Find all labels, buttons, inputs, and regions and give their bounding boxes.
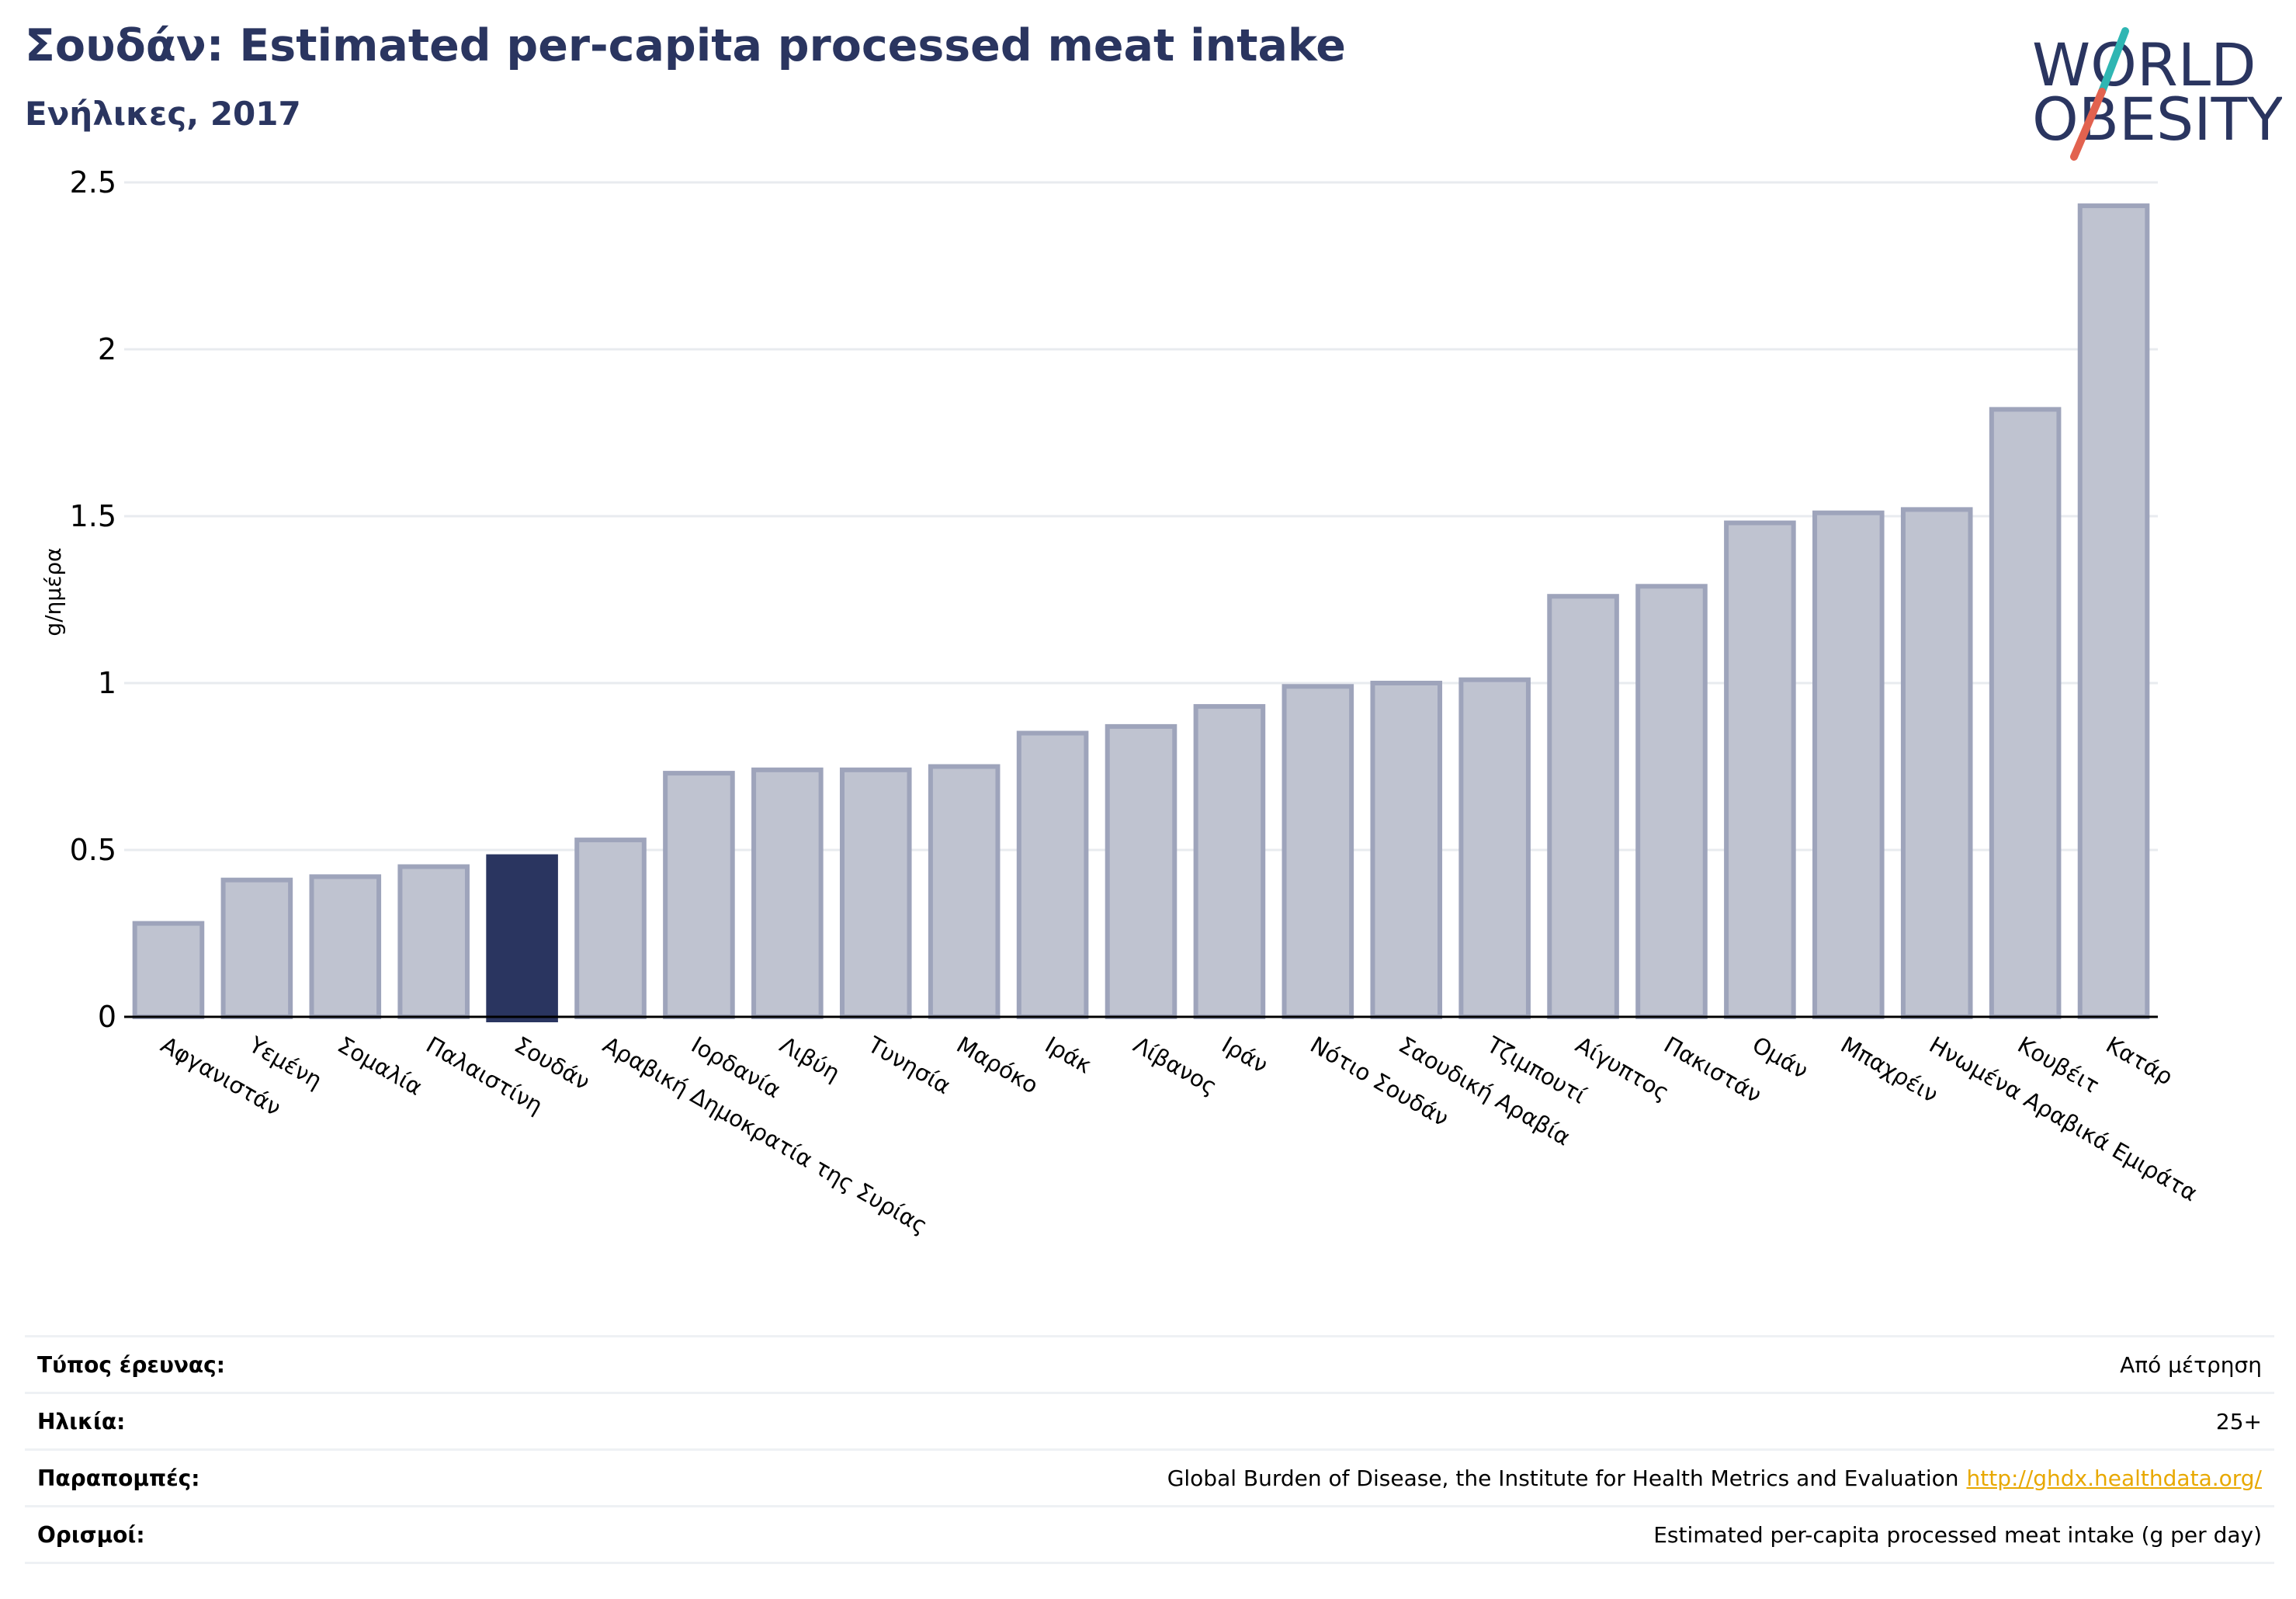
age-value: 25+ <box>2215 1408 2262 1434</box>
bar[interactable] <box>1812 510 1885 1019</box>
definitions-label: Ορισμοί: <box>37 1521 145 1548</box>
info-row-definitions: Ορισμοί: Estimated per-capita processed … <box>25 1505 2274 1564</box>
x-tick-label: Σομαλία <box>333 1032 427 1101</box>
bar[interactable] <box>574 838 647 1019</box>
survey-type-value: Από μέτρηση <box>2120 1351 2262 1378</box>
bar[interactable] <box>1635 584 1708 1019</box>
x-tick-label: Μπαχρέιν <box>1836 1032 1943 1108</box>
logo-slash-teal <box>2098 27 2129 95</box>
x-tick-label: Λίβανος <box>1129 1032 1222 1101</box>
bar[interactable] <box>220 877 293 1019</box>
bar[interactable] <box>1370 681 1443 1019</box>
world-obesity-logo: WORLD OBESITY <box>2032 27 2282 161</box>
bar[interactable] <box>751 767 824 1019</box>
bar[interactable] <box>1016 730 1089 1019</box>
y-axis-label: g/ημέρα <box>40 547 66 636</box>
chart-subtitle: Ενήλικες, 2017 <box>25 95 301 133</box>
bar[interactable] <box>1193 704 1266 1019</box>
bar[interactable] <box>1105 723 1177 1020</box>
y-tick-labels: 0 0.5 1 1.5 2 2.5 <box>70 165 116 1034</box>
bar[interactable] <box>397 864 470 1019</box>
bar[interactable] <box>1547 594 1619 1019</box>
y-tick-label: 2.5 <box>70 165 116 199</box>
references-link[interactable]: http://ghdx.healthdata.org/ <box>1966 1465 2262 1491</box>
bar[interactable] <box>839 767 912 1019</box>
x-tick-label: Κατάρ <box>2102 1032 2178 1091</box>
bar[interactable] <box>663 771 735 1019</box>
chart-title: Σουδάν: Estimated per-capita processed m… <box>25 20 1346 71</box>
y-tick-label: 0.5 <box>70 833 116 867</box>
x-tick-label: Ομάν <box>1748 1032 1812 1084</box>
survey-type-label: Τύπος έρευνας: <box>37 1351 225 1378</box>
bar-highlighted[interactable] <box>486 854 558 1022</box>
bars <box>132 203 2150 1022</box>
bar[interactable] <box>1989 407 2062 1019</box>
bar[interactable] <box>1900 507 1973 1019</box>
definitions-value: Estimated per-capita processed meat inta… <box>1653 1521 2262 1548</box>
references-value: Global Burden of Disease, the Institute … <box>1167 1465 2262 1491</box>
info-row-age: Ηλικία: 25+ <box>25 1392 2274 1448</box>
logo-text-world: WORLD <box>2032 30 2256 99</box>
y-tick-label: 1 <box>98 666 116 700</box>
references-label: Παραπομπές: <box>37 1465 200 1491</box>
x-tick-label: Τυνησία <box>863 1031 956 1099</box>
bar[interactable] <box>132 921 205 1019</box>
bar[interactable] <box>2077 203 2150 1020</box>
x-tick-label: Αίγυπτος <box>1571 1032 1673 1106</box>
x-tick-label: Μαρόκο <box>952 1032 1043 1099</box>
logo-text-obesity: OBESITY <box>2032 85 2282 154</box>
x-tick-label: Ιράν <box>1217 1032 1272 1079</box>
x-tick-label: Λιβύη <box>775 1032 845 1087</box>
y-tick-label: 2 <box>98 332 116 366</box>
y-tick-label: 0 <box>98 1000 116 1034</box>
y-tick-label: 1.5 <box>70 499 116 533</box>
age-label: Ηλικία: <box>37 1408 126 1434</box>
logo-slash-red <box>2070 88 2106 161</box>
bar[interactable] <box>1724 520 1796 1019</box>
bar[interactable] <box>1458 677 1531 1019</box>
bar[interactable] <box>1282 684 1354 1019</box>
info-row-survey-type: Τύπος έρευνας: Από μέτρηση <box>25 1335 2274 1392</box>
x-tick-label: Πακιστάν <box>1660 1032 1766 1108</box>
bar[interactable] <box>928 764 1001 1019</box>
info-table: Τύπος έρευνας: Από μέτρηση Ηλικία: 25+ Π… <box>25 1335 2274 1564</box>
references-text: Global Burden of Disease, the Institute … <box>1167 1465 1959 1491</box>
info-row-references: Παραπομπές: Global Burden of Disease, th… <box>25 1448 2274 1505</box>
bar[interactable] <box>309 874 382 1020</box>
x-tick-label: Ιράκ <box>1041 1032 1097 1079</box>
